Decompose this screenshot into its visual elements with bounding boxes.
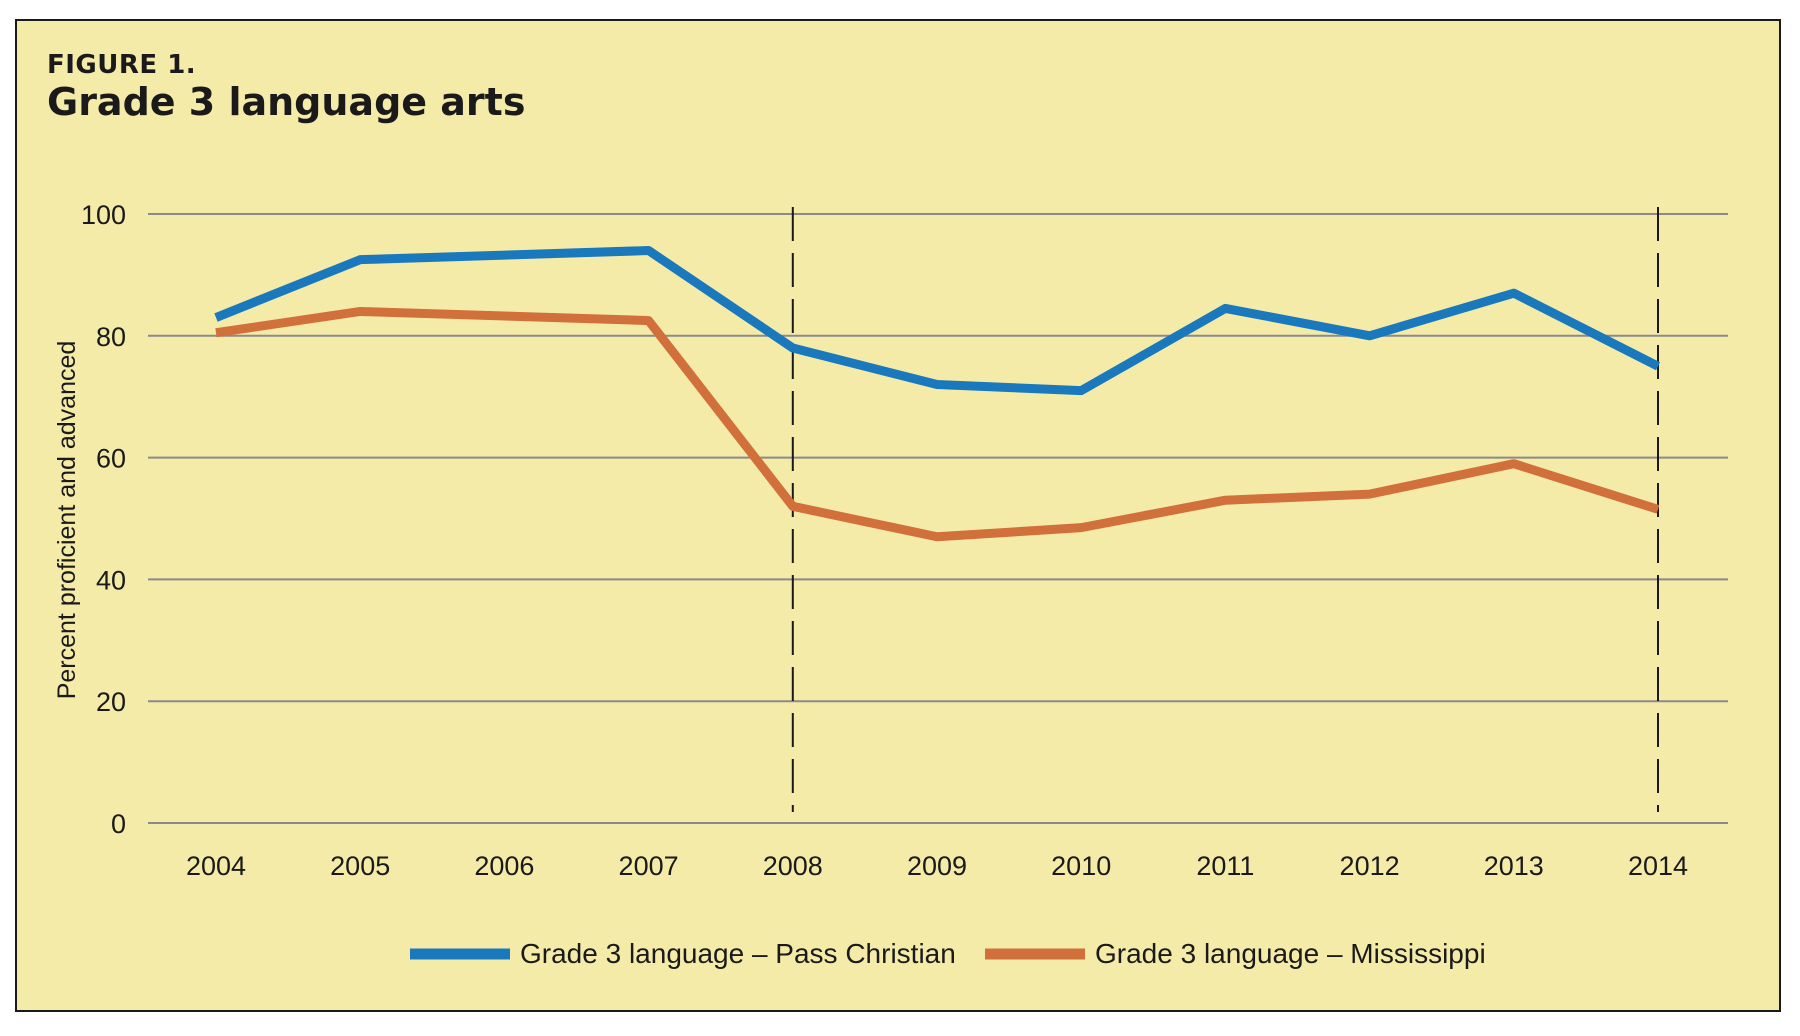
y-tick-label: 80	[96, 322, 126, 352]
x-tick-label: 2014	[1628, 851, 1688, 881]
figure-panel	[15, 19, 1781, 1012]
legend-label-1: Grade 3 language – Mississippi	[1095, 938, 1486, 969]
x-axis-ticks: 2004 2005 2006 2007 2008 2009 2010 2011 2012 2013…	[186, 851, 1688, 881]
x-tick-label: 2008	[763, 851, 823, 881]
x-tick-label: 2007	[619, 851, 679, 881]
grid-lines	[148, 213, 1728, 824]
y-tick-label: 100	[81, 200, 126, 230]
x-tick-label: 2010	[1051, 851, 1111, 881]
y-axis-label: Percent proficient and advanced	[53, 341, 81, 700]
y-axis-ticks: 0 20 40 60 80 100	[81, 200, 126, 839]
series-line-0	[214, 246, 1661, 396]
chart-title: Grade 3 language arts	[47, 80, 526, 124]
x-tick-label: 2005	[330, 851, 390, 881]
x-tick-label: 2006	[474, 851, 534, 881]
x-tick-label: 2011	[1196, 851, 1254, 881]
y-tick-label: 60	[96, 444, 126, 474]
x-tick-label: 2004	[186, 851, 246, 881]
y-tick-label: 20	[96, 687, 126, 717]
series-lines	[214, 246, 1661, 542]
legend: Grade 3 language – Pass Christian Grade 3…	[410, 938, 1486, 969]
y-tick-label: 0	[111, 809, 126, 839]
y-tick-label: 40	[96, 565, 126, 595]
x-tick-label: 2013	[1484, 851, 1544, 881]
legend-label-0: Grade 3 language – Pass Christian	[520, 938, 956, 969]
figure-label: FIGURE 1.	[47, 50, 197, 80]
series-line-1	[215, 306, 1660, 542]
x-tick-label: 2012	[1340, 851, 1400, 881]
x-tick-label: 2009	[907, 851, 967, 881]
